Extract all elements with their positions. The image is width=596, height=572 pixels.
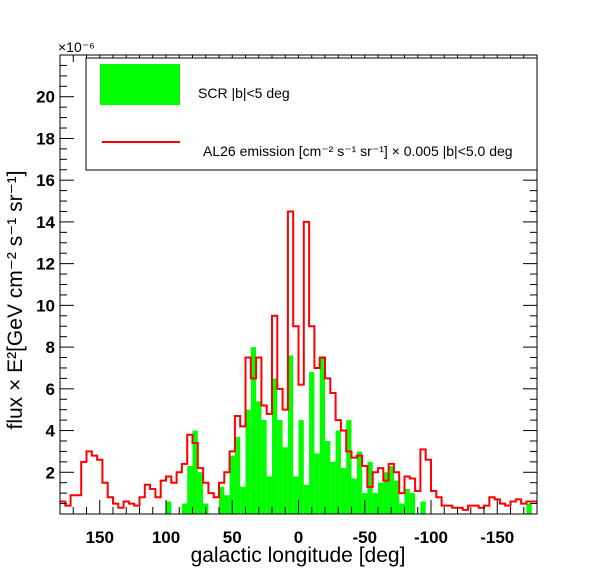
scr-bar — [399, 503, 405, 514]
scr-bar — [234, 436, 241, 514]
x-axis: 150 100 50 0 -50 -100 -150 — [59, 55, 538, 547]
scr-bar — [166, 501, 172, 514]
legend-label-al26: AL26 emission [cm⁻² s⁻¹ sr⁻¹] × 0.005 |b… — [203, 143, 513, 159]
scr-bar — [250, 347, 257, 514]
x-axis-title: galactic longitude [deg] — [191, 544, 406, 567]
x-tick-label: 100 — [152, 528, 180, 547]
scr-bar — [325, 440, 331, 514]
scr-bar — [409, 493, 416, 514]
scr-bar — [420, 501, 426, 514]
x-tick-label: 50 — [223, 528, 242, 547]
scr-bar — [272, 378, 278, 514]
scr-bar — [309, 372, 315, 514]
scr-bar — [526, 503, 532, 514]
y-tick-label: 8 — [46, 338, 55, 357]
x-tick-label: -150 — [480, 528, 514, 547]
scr-bars — [166, 347, 532, 514]
y-exponent-label: ×10⁻⁶ — [58, 39, 95, 55]
scr-bar — [229, 455, 235, 514]
legend-label-scr: SCR |b|<5 deg — [198, 85, 290, 101]
scr-bar — [367, 461, 373, 514]
scr-bar — [197, 472, 204, 514]
legend: SCR |b|<5 deg AL26 emission [cm⁻² s⁻¹ sr… — [85, 57, 538, 171]
y-tick-label: 12 — [36, 255, 55, 274]
scr-bar — [335, 430, 341, 514]
scr-bar — [298, 420, 304, 514]
y-axis-title: flux × E²[GeV cm⁻² s⁻¹ sr⁻¹] — [4, 170, 27, 429]
scr-bar — [245, 409, 251, 514]
scr-bar — [256, 401, 262, 514]
scr-bar — [266, 476, 272, 514]
scr-bar — [393, 480, 400, 514]
scr-bar — [314, 453, 320, 514]
scr-bar — [187, 466, 193, 514]
al26-line — [60, 210, 537, 511]
scr-bar — [287, 355, 294, 514]
scr-bar — [303, 484, 310, 514]
legend-swatch-scr — [100, 64, 180, 105]
scr-bar — [181, 503, 188, 514]
scr-bar — [293, 476, 299, 514]
scr-bar — [351, 478, 357, 514]
scr-bar — [383, 472, 389, 514]
al26-line-group — [60, 210, 537, 511]
scr-bar — [219, 486, 225, 514]
scr-bar — [277, 420, 283, 514]
scr-bar — [330, 461, 336, 514]
scr-bar — [404, 488, 410, 514]
y-tick-label: 14 — [36, 213, 55, 232]
y-tick-label: 20 — [36, 88, 55, 107]
x-tick-label: -100 — [414, 528, 448, 547]
scr-bar — [372, 493, 378, 514]
y-tick-label: 16 — [36, 171, 55, 190]
y-tick-label: 6 — [46, 380, 55, 399]
scr-bar — [192, 430, 198, 514]
scr-bar — [340, 468, 347, 514]
y-tick-label: 18 — [36, 129, 55, 148]
y-tick-label: 2 — [46, 463, 55, 482]
scr-bar — [378, 482, 384, 514]
x-tick-label: 150 — [86, 528, 114, 547]
scr-bar — [388, 466, 394, 514]
x-tick-label: -50 — [352, 528, 377, 547]
scr-bar — [240, 486, 246, 514]
scr-bar — [261, 420, 267, 514]
scr-bar — [224, 495, 230, 514]
scr-bar — [346, 420, 352, 514]
y-tick-label: 4 — [46, 422, 56, 441]
scr-bar — [282, 447, 288, 514]
y-tick-label: 10 — [36, 296, 55, 315]
x-tick-label: 0 — [294, 528, 303, 547]
scr-bar — [356, 451, 363, 514]
scr-bar — [319, 357, 325, 514]
